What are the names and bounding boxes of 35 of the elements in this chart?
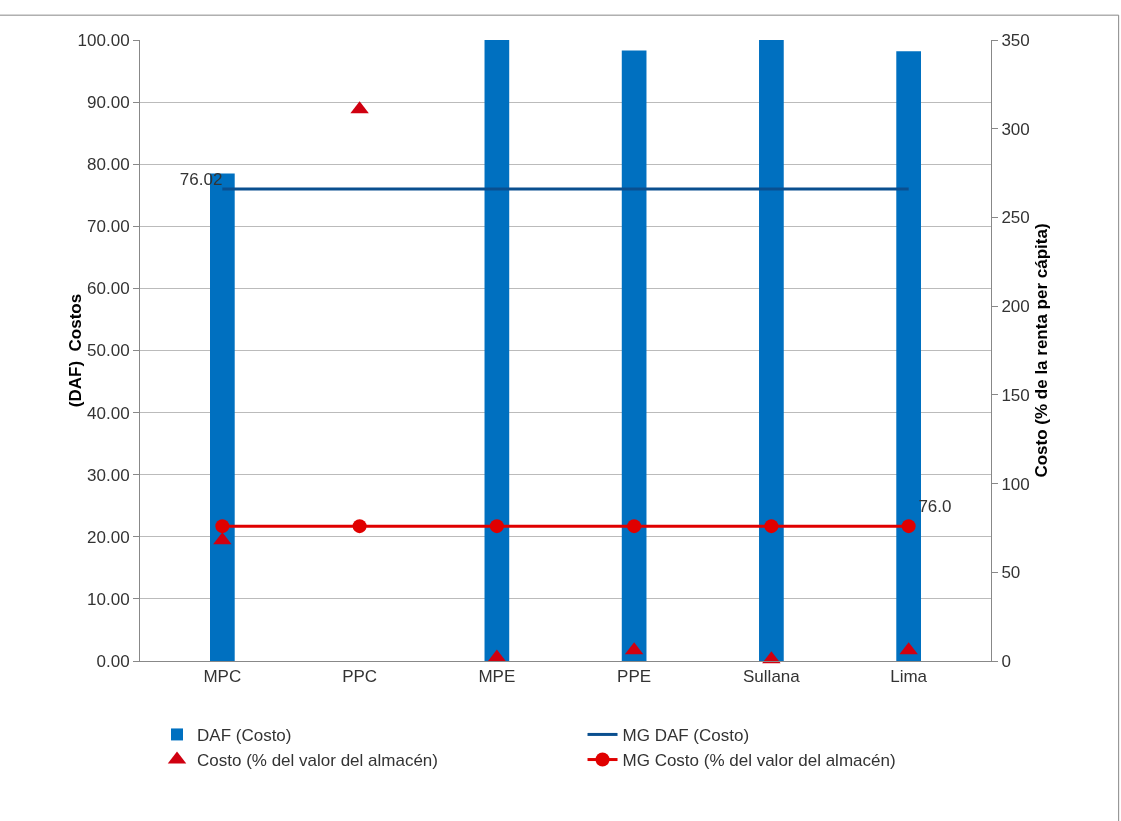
y-tick-label: 20.00 (87, 527, 130, 547)
y2-tick-label: 250 (1001, 208, 1030, 228)
legend-label: MG Costo (% del valor del almacén) (622, 751, 896, 771)
y2-tick-label: 0 (1001, 651, 1011, 671)
bar (759, 40, 784, 661)
y-tick-label: 50.00 (87, 341, 130, 361)
x-tick-label: Lima (890, 667, 928, 687)
x-tick-label: MPE (478, 667, 516, 687)
bar (621, 50, 647, 661)
legend-label: MG DAF (Costo) (622, 726, 750, 746)
y-tick-label: 80.00 (87, 155, 130, 175)
legend-label: Costo (% del valor del almacén) (197, 751, 438, 771)
y2-tick-label: 100 (1001, 474, 1030, 494)
y2-tick-label: 350 (1001, 30, 1030, 50)
y-tick-label: 0.00 (96, 651, 130, 671)
x-tick-label: PPC (342, 667, 378, 687)
y-tick-label: 30.00 (87, 465, 130, 485)
y2-tick-label: 150 (1001, 385, 1030, 405)
y2-tick-label: 300 (1001, 119, 1030, 139)
y-tick-label: 60.00 (87, 279, 130, 299)
y-tick-label: 10.00 (87, 589, 130, 609)
y-tick-label: 40.00 (87, 403, 130, 423)
y-tick-label: 100.00 (77, 30, 130, 50)
y-tick-label: 90.00 (87, 93, 130, 113)
legend-label: DAF (Costo) (197, 726, 292, 746)
y2-axis-title: Costo (% de la renta per cápita) (1031, 223, 1051, 478)
bar (484, 40, 510, 661)
x-tick-label: MPC (203, 667, 242, 687)
y-axis-title: (DAF) Costos (66, 293, 86, 408)
y2-tick-label: 200 (1001, 297, 1030, 317)
bar (896, 51, 921, 661)
y-tick-label: 70.00 (87, 217, 130, 237)
x-tick-label: PPE (617, 667, 652, 687)
x-tick-label: Sullana (743, 667, 801, 687)
y2-tick-label: 50 (1001, 563, 1021, 583)
